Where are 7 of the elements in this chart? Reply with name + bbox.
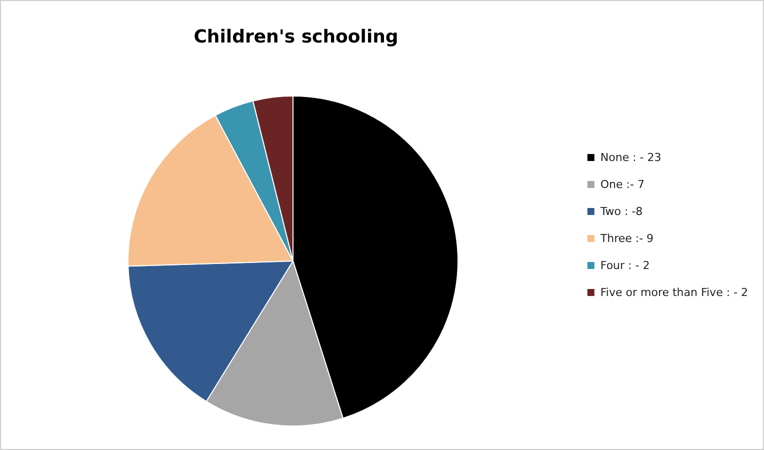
legend-label: None : - 23 <box>600 151 662 164</box>
legend-label: Five or more than Five : - 2 <box>600 286 748 299</box>
legend-label: Two : -8 <box>599 205 643 218</box>
chart-title: Children's schooling <box>194 26 398 48</box>
legend-label: Three :- 9 <box>599 232 654 245</box>
legend-label: Four : - 2 <box>600 259 650 272</box>
legend-label: One :- 7 <box>600 178 644 191</box>
